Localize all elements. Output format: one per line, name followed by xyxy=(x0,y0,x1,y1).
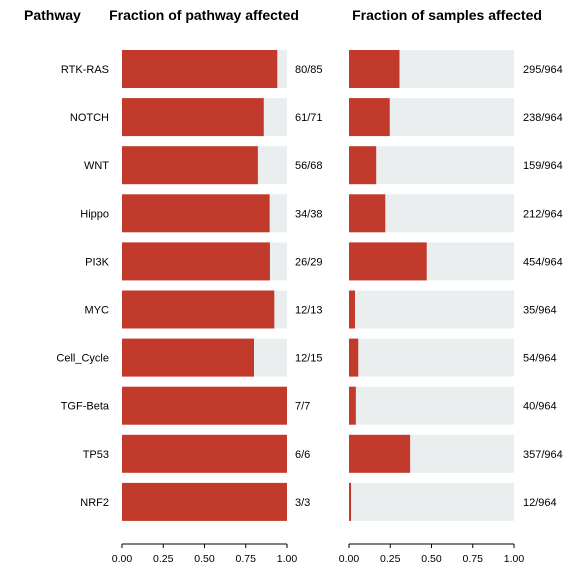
x-tick-label: 0.50 xyxy=(194,553,215,565)
data-label-nrf2: 12/964 xyxy=(523,497,557,509)
bar-nrf2 xyxy=(122,482,287,521)
bar-myc xyxy=(122,290,275,329)
bar-cell-cycle xyxy=(122,338,254,377)
bar-background-wnt xyxy=(349,146,514,185)
bar-tgf-beta xyxy=(122,386,287,425)
data-label-cell-cycle: 54/964 xyxy=(523,353,557,365)
bar-myc xyxy=(349,290,355,329)
pathway-header: Pathway xyxy=(24,7,81,23)
bar-hippo xyxy=(122,194,270,233)
data-label-tp53: 6/6 xyxy=(295,449,310,461)
bar-tgf-beta xyxy=(349,386,356,425)
x-tick-label: 0.00 xyxy=(112,553,133,565)
data-label-myc: 35/964 xyxy=(523,305,557,317)
data-label-wnt: 159/964 xyxy=(523,160,563,172)
bar-background-nrf2 xyxy=(349,482,514,521)
data-label-myc: 12/13 xyxy=(295,305,323,317)
data-label-rtk-ras: 295/964 xyxy=(523,64,563,76)
data-label-notch: 238/964 xyxy=(523,112,563,124)
bar-nrf2 xyxy=(349,482,352,521)
data-label-hippo: 34/38 xyxy=(295,208,323,220)
bar-notch xyxy=(349,98,390,137)
data-label-nrf2: 3/3 xyxy=(295,497,310,509)
pathway-label-pi3k: PI3K xyxy=(85,256,110,268)
x-tick-label: 0.75 xyxy=(236,553,257,565)
data-label-tgf-beta: 7/7 xyxy=(295,401,310,413)
data-label-notch: 61/71 xyxy=(295,112,323,124)
x-tick-label: 0.25 xyxy=(380,553,401,565)
pathway-label-myc: MYC xyxy=(85,305,110,317)
pathway-label-notch: NOTCH xyxy=(70,112,109,124)
data-label-tgf-beta: 40/964 xyxy=(523,401,557,413)
x-tick-label: 0.50 xyxy=(421,553,442,565)
bar-background-tgf-beta xyxy=(349,386,514,425)
pathway-label-tp53: TP53 xyxy=(83,449,109,461)
bar-cell-cycle xyxy=(349,338,359,377)
bar-notch xyxy=(122,98,264,137)
data-label-pi3k: 454/964 xyxy=(523,256,563,268)
bar-background-myc xyxy=(349,290,514,329)
bar-tp53 xyxy=(349,434,411,473)
x-tick-label: 0.75 xyxy=(463,553,484,565)
bar-tp53 xyxy=(122,434,287,473)
bar-pi3k xyxy=(349,242,427,281)
pathway-label-wnt: WNT xyxy=(84,160,109,172)
x-tick-label: 1.00 xyxy=(277,553,298,565)
bar-pi3k xyxy=(122,242,270,281)
pathway-label-tgf-beta: TGF-Beta xyxy=(61,401,110,413)
bar-wnt xyxy=(349,146,377,185)
pathway-label-cell-cycle: Cell_Cycle xyxy=(56,353,109,365)
data-label-rtk-ras: 80/85 xyxy=(295,64,323,76)
data-label-hippo: 212/964 xyxy=(523,208,563,220)
pathway-label-rtk-ras: RTK-RAS xyxy=(61,64,109,76)
data-label-cell-cycle: 12/15 xyxy=(295,353,323,365)
left-panel-title: Fraction of pathway affected xyxy=(109,7,299,23)
data-label-tp53: 357/964 xyxy=(523,449,563,461)
x-tick-label: 0.25 xyxy=(153,553,174,565)
data-label-pi3k: 26/29 xyxy=(295,256,323,268)
pathway-label-nrf2: NRF2 xyxy=(80,497,109,509)
bar-background-cell-cycle xyxy=(349,338,514,377)
right-panel-title: Fraction of samples affected xyxy=(352,7,542,23)
x-tick-label: 0.00 xyxy=(339,553,360,565)
pathway-label-hippo: Hippo xyxy=(80,208,109,220)
x-tick-label: 1.00 xyxy=(504,553,525,565)
data-label-wnt: 56/68 xyxy=(295,160,323,172)
bar-wnt xyxy=(122,146,258,185)
bar-rtk-ras xyxy=(122,50,278,88)
bar-rtk-ras xyxy=(349,50,400,88)
bar-hippo xyxy=(349,194,386,233)
